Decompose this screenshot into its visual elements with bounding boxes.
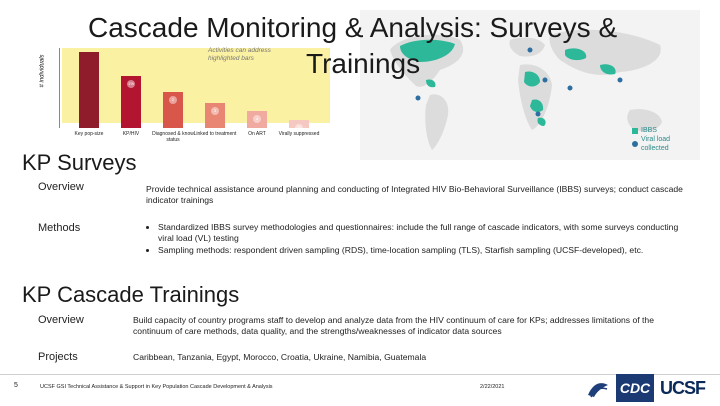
cascade-highlight-region — [62, 48, 330, 123]
surveys-methods-list: Standardized IBBS survey methodologies a… — [146, 222, 686, 257]
bar-badge: 4 — [253, 115, 261, 123]
footer-divider — [0, 374, 720, 375]
page-title-line2: Trainings — [306, 48, 421, 79]
trainings-overview-label: Overview — [38, 314, 84, 326]
cascade-bar-label: On ART — [248, 131, 266, 137]
cascade-bar-label: Linked to treatment — [193, 131, 237, 137]
cascade-bar: 5 — [289, 120, 309, 132]
trainings-projects-label: Projects — [38, 351, 78, 363]
cascade-bar-label: Key pop-size — [74, 131, 104, 137]
kp-surveys-heading: KP Surveys — [22, 150, 137, 175]
methods-item: Sampling methods: respondent driven samp… — [158, 245, 686, 256]
ibbs-legend-swatch — [632, 127, 638, 134]
chart-y-axis — [59, 48, 60, 128]
page-title: Cascade Monitoring & Analysis: Surveys &… — [88, 12, 648, 79]
map-pin-icon — [632, 141, 638, 147]
cascade-bar-label: Virally suppressed — [278, 131, 320, 137]
world-map-graphic — [390, 29, 662, 150]
surveys-overview-label: Overview — [38, 181, 84, 193]
map-legend: IBBS Viral load collected — [632, 126, 675, 153]
bar-badge: 5 — [295, 124, 303, 132]
trainings-overview-text: Build capacity of country programs staff… — [133, 315, 654, 336]
hhs-logo — [585, 377, 611, 401]
page-number: 5 — [14, 382, 18, 389]
footer-text: UCSF GSI Technical Assistance & Support … — [40, 384, 273, 390]
surveys-overview-text: Provide technical assistance around plan… — [146, 184, 683, 205]
bar-badge: 1% — [127, 80, 135, 88]
trainings-projects-text: Caribbean, Tanzania, Egypt, Morocco, Cro… — [133, 352, 427, 362]
chart-note: Activities can address highlighted bars — [208, 47, 271, 62]
cascade-bar: 2 — [163, 92, 183, 128]
surveys-methods-label: Methods — [38, 222, 81, 234]
cascade-bar-label: KP/HIV — [122, 131, 140, 137]
kp-trainings-heading: KP Cascade Trainings — [22, 282, 240, 307]
ucsf-logo: UCSF — [660, 378, 706, 398]
cascade-bar: 3 — [205, 103, 225, 128]
viral-load-legend-label: Viral load collected — [641, 136, 671, 152]
ibbs-legend-label: IBBS — [641, 127, 657, 134]
cascade-bar: 1% — [121, 76, 141, 128]
cdc-logo: CDC — [616, 374, 654, 402]
methods-item: Standardized IBBS survey methodologies a… — [158, 222, 686, 244]
cascade-bar — [79, 52, 99, 128]
bar-badge: 3 — [211, 107, 219, 115]
bar-badge: 2 — [169, 96, 177, 104]
page-title-line1: Cascade Monitoring & Analysis: Surveys & — [88, 12, 618, 43]
world-map — [360, 10, 700, 160]
footer-date: 2/22/2021 — [480, 384, 505, 390]
cascade-bar: 4 — [247, 111, 267, 128]
cascade-bar-label: Diagnosed & know status — [152, 131, 194, 143]
